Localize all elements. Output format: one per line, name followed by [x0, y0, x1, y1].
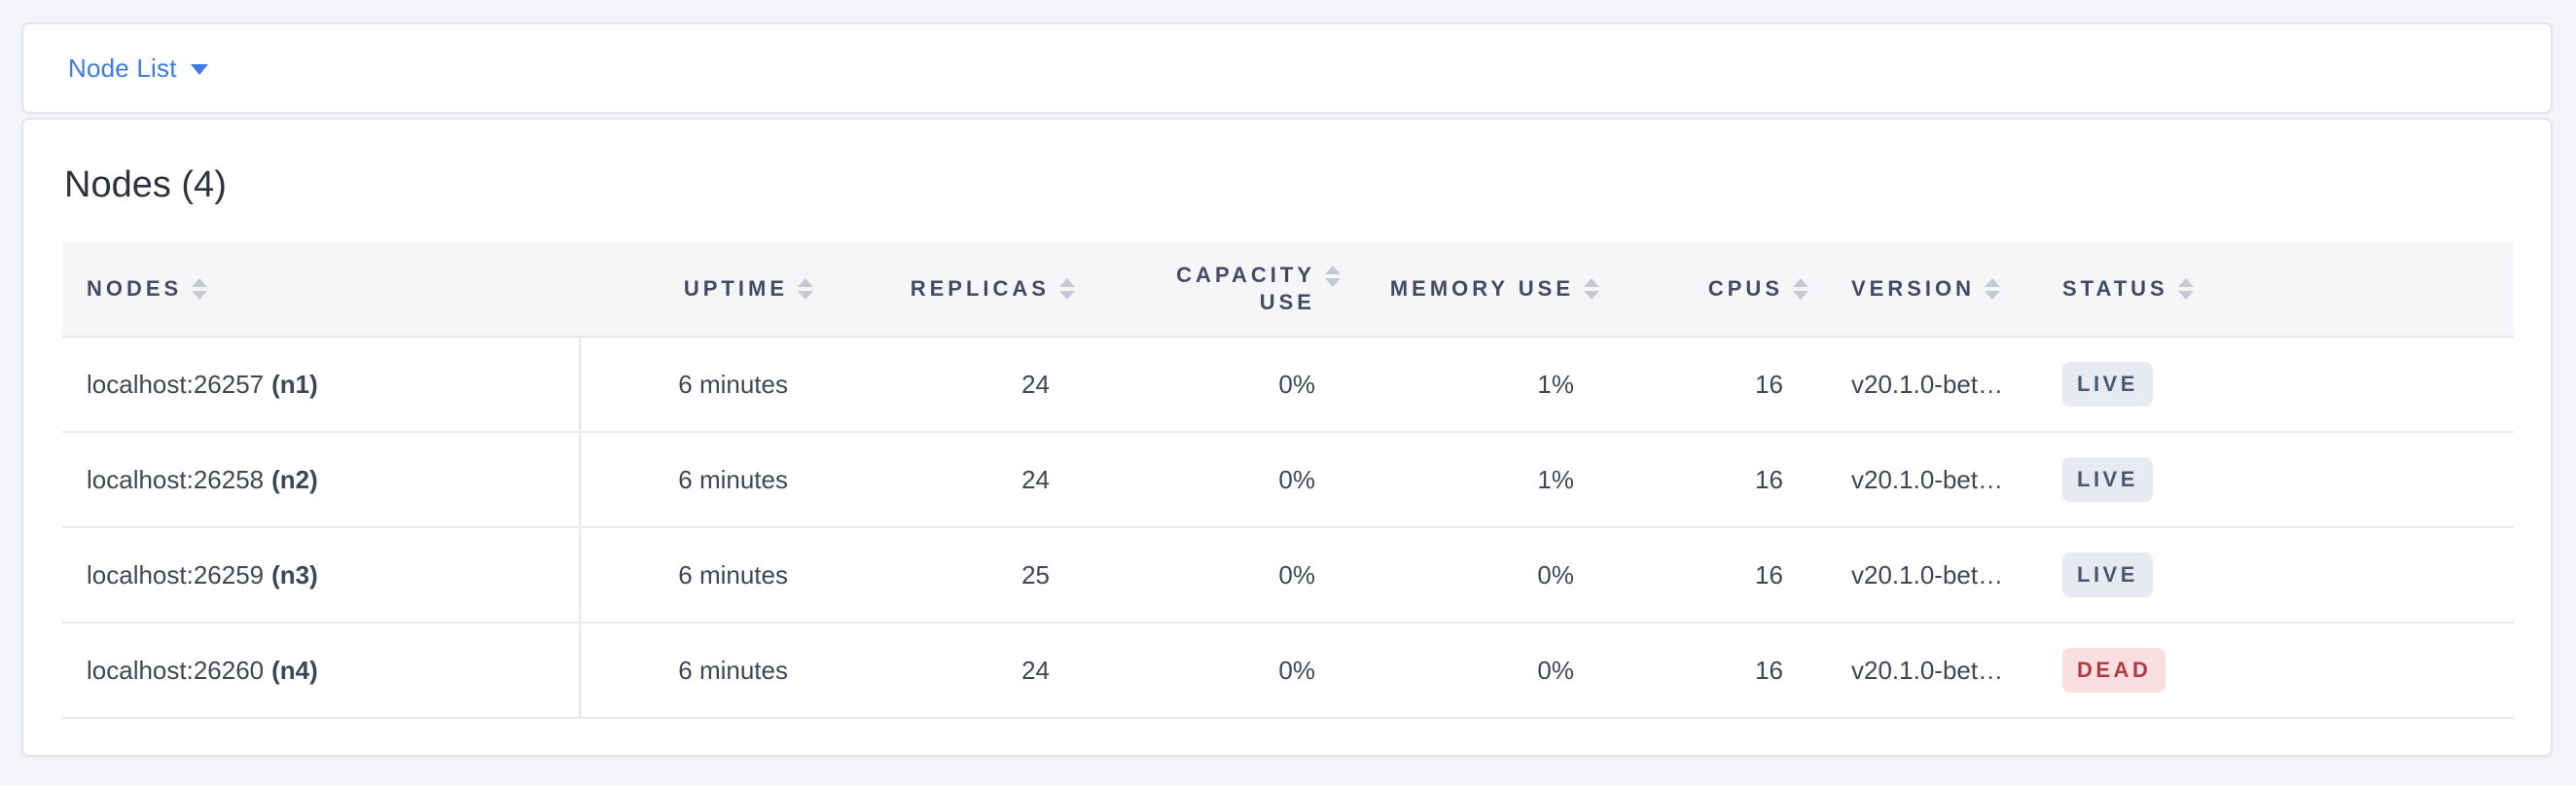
column-header-uptime[interactable]: UPTIME: [581, 242, 841, 336]
sort-icon: [1985, 278, 2001, 300]
table-row: localhost:26260 (n4) 6 minutes 24 0% 0% …: [62, 624, 2514, 719]
column-header-label: REPLICAS: [910, 276, 1050, 301]
caret-down-icon: [190, 64, 208, 75]
page-title: Nodes (4): [64, 164, 227, 205]
node-address: localhost:26258: [87, 464, 265, 494]
table-row: localhost:26259 (n3) 6 minutes 25 0% 0% …: [62, 528, 2514, 624]
column-header-label: VERSION: [1851, 276, 1976, 301]
status-cell: LIVE: [2047, 338, 2514, 431]
status-badge: DEAD: [2062, 648, 2166, 693]
version-cell: v20.1.0-bet…: [1851, 369, 2004, 399]
node-id: (n3): [271, 559, 318, 590]
capacity-use-cell: 0%: [1278, 655, 1315, 685]
status-cell: LIVE: [2047, 528, 2514, 622]
sort-icon: [2177, 278, 2194, 300]
uptime-cell: 6 minutes: [678, 559, 788, 590]
column-header-label: NODES: [87, 276, 183, 301]
page: Node List Nodes (4) NODES UPTIME REPLICA…: [21, 22, 2553, 757]
memory-use-cell: 1%: [1537, 369, 1574, 399]
replicas-cell: 24: [1021, 464, 1050, 494]
replicas-cell: 24: [1021, 369, 1050, 399]
capacity-use-cell: 0%: [1278, 559, 1315, 590]
column-header-memory-use[interactable]: MEMORY USE: [1368, 242, 1627, 336]
column-header-nodes[interactable]: NODES: [62, 242, 581, 336]
sort-icon: [1793, 278, 1808, 300]
node-list-dropdown-label: Node List: [68, 54, 177, 83]
version-cell: v20.1.0-bet…: [1851, 655, 2004, 685]
cpus-cell: 16: [1755, 559, 1783, 590]
status-badge: LIVE: [2062, 553, 2153, 597]
table-row: localhost:26257 (n1) 6 minutes 24 0% 1% …: [62, 338, 2514, 433]
node-address: localhost:26260: [87, 655, 265, 685]
version-cell: v20.1.0-bet…: [1851, 464, 2004, 494]
uptime-cell: 6 minutes: [678, 464, 788, 494]
node-id: (n4): [271, 655, 318, 685]
node-address-cell: localhost:26260 (n4): [62, 624, 581, 717]
node-address: localhost:26259: [87, 559, 265, 590]
sort-icon: [192, 278, 208, 300]
cpus-cell: 16: [1755, 655, 1783, 685]
node-id: (n2): [271, 464, 318, 494]
capacity-use-cell: 0%: [1278, 369, 1315, 399]
column-header-version[interactable]: VERSION: [1836, 242, 2047, 336]
sort-icon: [1059, 278, 1075, 300]
sort-icon: [1584, 278, 1599, 300]
column-header-replicas[interactable]: REPLICAS: [841, 242, 1102, 336]
column-header-cpus[interactable]: CPUS: [1627, 242, 1836, 336]
version-cell: v20.1.0-bet…: [1851, 559, 2004, 590]
status-cell: LIVE: [2047, 433, 2514, 526]
column-header-label: CPUS: [1707, 276, 1783, 301]
column-header-label: STATUS: [2062, 276, 2168, 301]
table-header-row: NODES UPTIME REPLICAS CAPACITY USE MEMOR…: [62, 242, 2514, 338]
status-badge: LIVE: [2062, 362, 2153, 407]
uptime-cell: 6 minutes: [678, 369, 788, 399]
status-cell: DEAD: [2047, 624, 2514, 717]
column-header-label: UPTIME: [683, 276, 788, 301]
cpus-cell: 16: [1755, 464, 1783, 494]
column-header-label: MEMORY USE: [1389, 276, 1574, 301]
cpus-cell: 16: [1755, 369, 1783, 399]
nodes-panel: Nodes (4) NODES UPTIME REPLICAS CAPACITY…: [21, 118, 2553, 757]
replicas-cell: 25: [1021, 559, 1050, 590]
replicas-cell: 24: [1021, 655, 1050, 685]
uptime-cell: 6 minutes: [678, 655, 788, 685]
column-header-label: CAPACITY USE: [1176, 263, 1315, 314]
memory-use-cell: 0%: [1537, 655, 1574, 685]
node-address-cell: localhost:26258 (n2): [62, 433, 581, 526]
capacity-use-cell: 0%: [1278, 464, 1315, 494]
node-address-cell: localhost:26259 (n3): [62, 528, 581, 622]
view-selector-bar: Node List: [21, 22, 2553, 114]
status-badge: LIVE: [2062, 457, 2153, 502]
node-address-cell: localhost:26257 (n1): [62, 338, 581, 431]
column-header-status[interactable]: STATUS: [2047, 242, 2514, 336]
memory-use-cell: 1%: [1537, 464, 1574, 494]
table-row: localhost:26258 (n2) 6 minutes 24 0% 1% …: [62, 433, 2514, 528]
node-list-dropdown[interactable]: Node List: [68, 55, 208, 81]
node-address: localhost:26257: [87, 369, 265, 399]
node-id: (n1): [271, 369, 318, 399]
memory-use-cell: 0%: [1537, 559, 1574, 590]
sort-icon: [1325, 266, 1341, 287]
column-header-capacity-use[interactable]: CAPACITY USE: [1102, 242, 1368, 336]
nodes-table: NODES UPTIME REPLICAS CAPACITY USE MEMOR…: [62, 242, 2514, 719]
sort-icon: [798, 278, 813, 300]
